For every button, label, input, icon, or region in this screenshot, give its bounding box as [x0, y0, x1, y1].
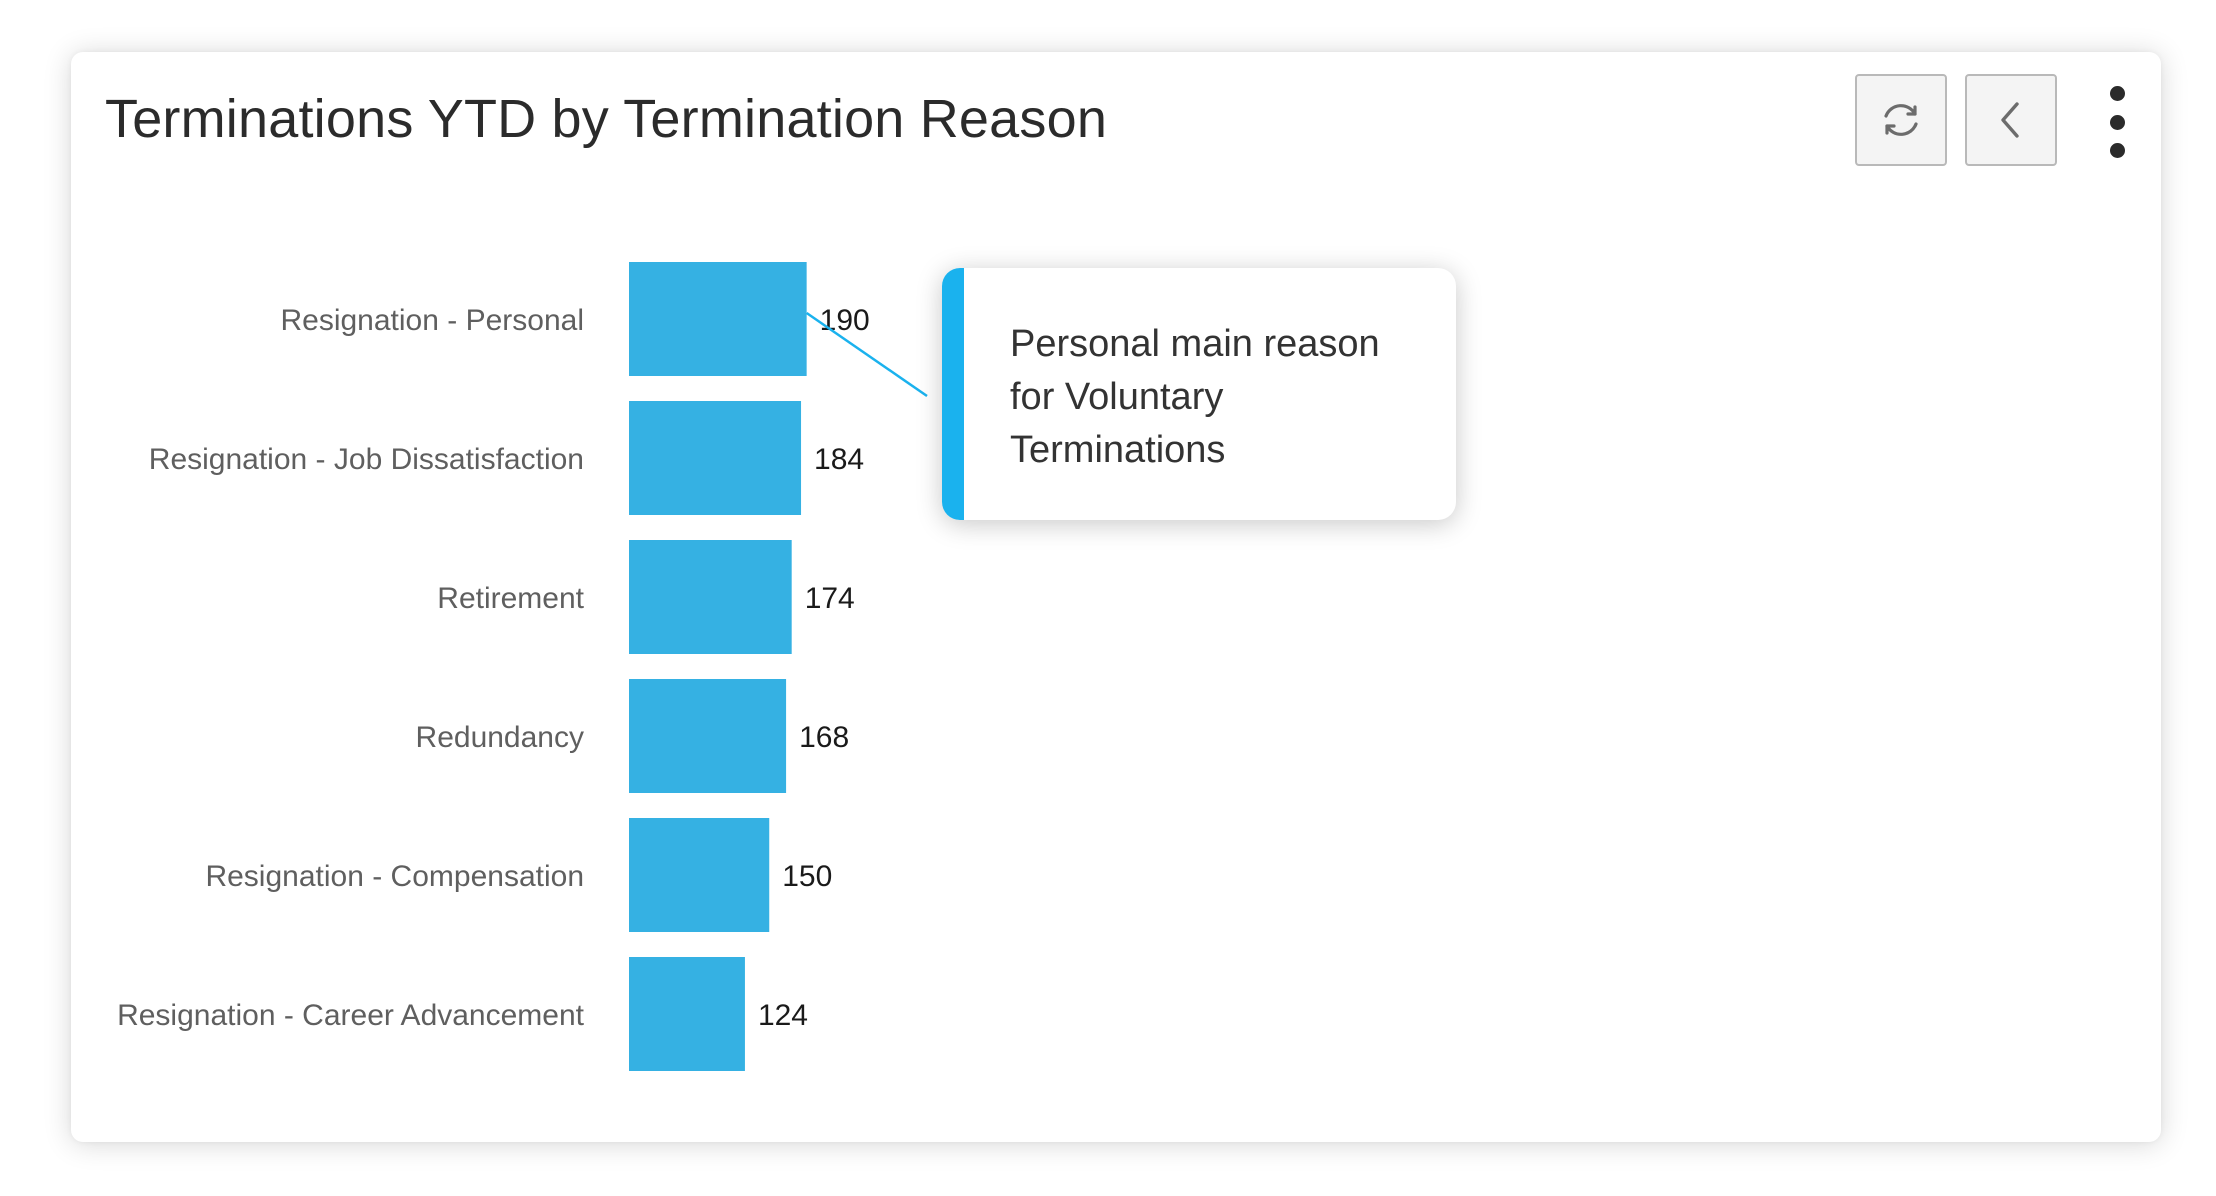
bar-0[interactable]	[629, 262, 807, 376]
bar-chart: Resignation - Personal 190 Resignation - J…	[117, 262, 928, 1071]
category-label-0: Resignation - Personal	[280, 304, 584, 337]
value-label-5: 124	[758, 999, 808, 1032]
annotation-connector	[805, 311, 928, 398]
callout-accent-bar	[942, 268, 964, 520]
category-label-3: Redundancy	[416, 721, 584, 754]
callout-text: Personal main reason for Voluntary Termi…	[1010, 323, 1380, 471]
refresh-icon	[1884, 104, 1918, 136]
category-label-2: Retirement	[437, 582, 584, 615]
chart-card: Terminations YTD by Termination Reason R…	[71, 52, 2161, 1142]
value-label-0: 190	[820, 304, 870, 337]
bar-1[interactable]	[629, 401, 802, 515]
bar-5[interactable]	[629, 957, 745, 1071]
value-label-1: 184	[814, 443, 864, 476]
back-button[interactable]	[1965, 74, 2057, 166]
refresh-button[interactable]	[1855, 74, 1947, 166]
value-label-3: 168	[799, 721, 849, 754]
more-vertical-icon	[2109, 86, 2125, 101]
bar-4[interactable]	[629, 818, 770, 932]
category-label-5: Resignation - Career Advancement	[117, 999, 585, 1032]
chevron-left-icon	[2001, 102, 2019, 138]
value-label-4: 150	[782, 860, 832, 893]
category-label-4: Resignation - Compensation	[205, 860, 584, 893]
annotation-callout: Personal main reason for Voluntary Termi…	[942, 268, 1456, 520]
page-title: Terminations YTD by Termination Reason	[105, 89, 1108, 149]
bar-3[interactable]	[629, 679, 787, 793]
bar-2[interactable]	[629, 540, 792, 654]
more-options-button[interactable]	[2097, 86, 2137, 158]
category-label-1: Resignation - Job Dissatisfaction	[149, 443, 584, 476]
value-label-2: 174	[805, 582, 855, 615]
